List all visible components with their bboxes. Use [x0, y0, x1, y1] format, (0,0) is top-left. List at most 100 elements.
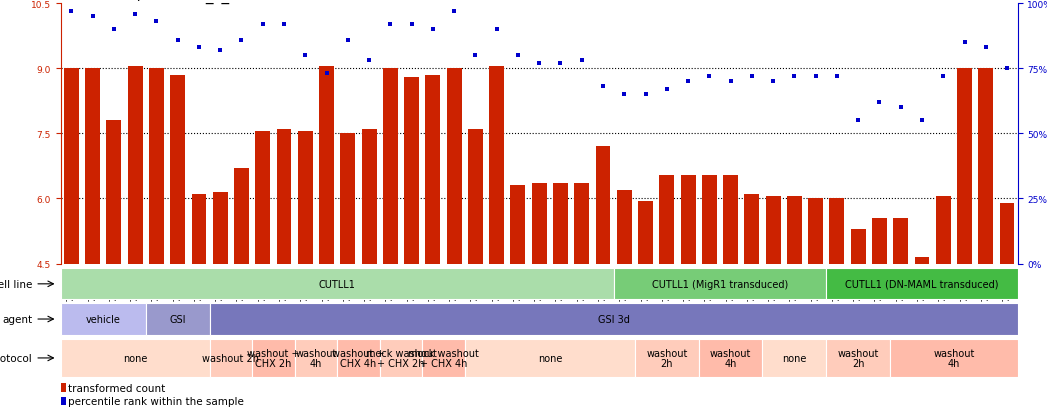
Bar — [1000, 203, 1015, 264]
Point — [339, 37, 356, 44]
Bar — [829, 199, 844, 264]
Text: percentile rank within the sample: percentile rank within the sample — [67, 396, 243, 406]
Bar — [765, 197, 781, 264]
Text: cell line: cell line — [0, 279, 32, 289]
Bar — [209, 339, 252, 377]
Bar — [149, 69, 164, 264]
Bar — [171, 76, 185, 264]
Bar — [447, 69, 462, 264]
Bar — [61, 268, 614, 300]
Point — [488, 27, 505, 33]
Bar — [337, 339, 380, 377]
Text: GDS4289 / 201979_s_at: GDS4289 / 201979_s_at — [61, 0, 244, 4]
Text: CUTLL1 (DN-MAML transduced): CUTLL1 (DN-MAML transduced) — [845, 279, 999, 289]
Point — [361, 58, 378, 64]
Bar — [511, 186, 526, 264]
Bar — [596, 147, 610, 264]
Point — [828, 74, 845, 80]
Point — [211, 47, 228, 54]
Bar — [61, 339, 209, 377]
Point — [680, 79, 696, 85]
Bar — [826, 339, 890, 377]
Text: none: none — [538, 353, 562, 363]
Bar — [252, 339, 294, 377]
Point — [956, 40, 973, 46]
Text: washout +
CHX 2h: washout + CHX 2h — [247, 348, 299, 368]
Bar — [701, 175, 717, 264]
Point — [531, 61, 548, 67]
Point — [63, 9, 80, 15]
Bar — [851, 229, 866, 264]
Bar — [61, 304, 146, 335]
Text: none: none — [122, 353, 148, 363]
Text: vehicle: vehicle — [86, 314, 120, 324]
Point — [807, 74, 824, 80]
Bar — [723, 175, 738, 264]
Point — [722, 79, 739, 85]
Bar — [380, 339, 422, 377]
Point — [148, 19, 164, 26]
Bar — [128, 67, 142, 264]
Bar — [787, 197, 802, 264]
Point — [850, 118, 867, 124]
Bar — [422, 339, 465, 377]
Text: washout 2h: washout 2h — [202, 353, 260, 363]
Bar — [294, 339, 337, 377]
Point — [297, 53, 314, 59]
Bar — [361, 130, 377, 264]
Text: none: none — [782, 353, 806, 363]
Bar — [107, 121, 121, 264]
Text: GSI 3d: GSI 3d — [598, 314, 629, 324]
Point — [743, 74, 760, 80]
Text: washout
2h: washout 2h — [646, 348, 688, 368]
Bar — [634, 339, 698, 377]
Text: mock washout
+ CHX 4h: mock washout + CHX 4h — [408, 348, 478, 368]
Text: GSI: GSI — [170, 314, 186, 324]
Bar — [890, 339, 1018, 377]
Point — [233, 37, 250, 44]
Point — [254, 21, 271, 28]
Bar — [61, 397, 66, 406]
Bar — [681, 175, 695, 264]
Bar — [319, 67, 334, 264]
Bar — [276, 130, 291, 264]
Bar — [489, 67, 504, 264]
Bar — [61, 383, 66, 392]
Text: CUTLL1 (MigR1 transduced): CUTLL1 (MigR1 transduced) — [652, 279, 788, 289]
Text: protocol: protocol — [0, 353, 32, 363]
Point — [786, 74, 803, 80]
Bar — [340, 134, 355, 264]
Point — [700, 74, 717, 80]
Point — [935, 74, 952, 80]
Point — [616, 92, 632, 98]
Point — [574, 58, 591, 64]
Bar — [617, 190, 631, 264]
Bar — [532, 184, 547, 264]
Bar — [255, 132, 270, 264]
Point — [403, 21, 420, 28]
Bar — [192, 195, 206, 264]
Bar — [872, 218, 887, 264]
Point — [467, 53, 484, 59]
Bar — [698, 339, 762, 377]
Bar — [553, 184, 567, 264]
Point — [275, 21, 292, 28]
Bar — [914, 257, 930, 264]
Text: transformed count: transformed count — [67, 383, 164, 393]
Point — [999, 66, 1016, 72]
Bar — [297, 132, 313, 264]
Bar — [808, 199, 823, 264]
Point — [382, 21, 399, 28]
Bar — [575, 184, 589, 264]
Bar — [404, 78, 419, 264]
Bar — [936, 197, 951, 264]
Bar — [468, 130, 483, 264]
Point — [127, 11, 143, 18]
Bar — [64, 69, 79, 264]
Point — [106, 27, 122, 33]
Bar — [957, 69, 972, 264]
Text: washout +
CHX 4h: washout + CHX 4h — [332, 348, 384, 368]
Point — [552, 61, 569, 67]
Point — [638, 92, 654, 98]
Point — [84, 14, 101, 20]
